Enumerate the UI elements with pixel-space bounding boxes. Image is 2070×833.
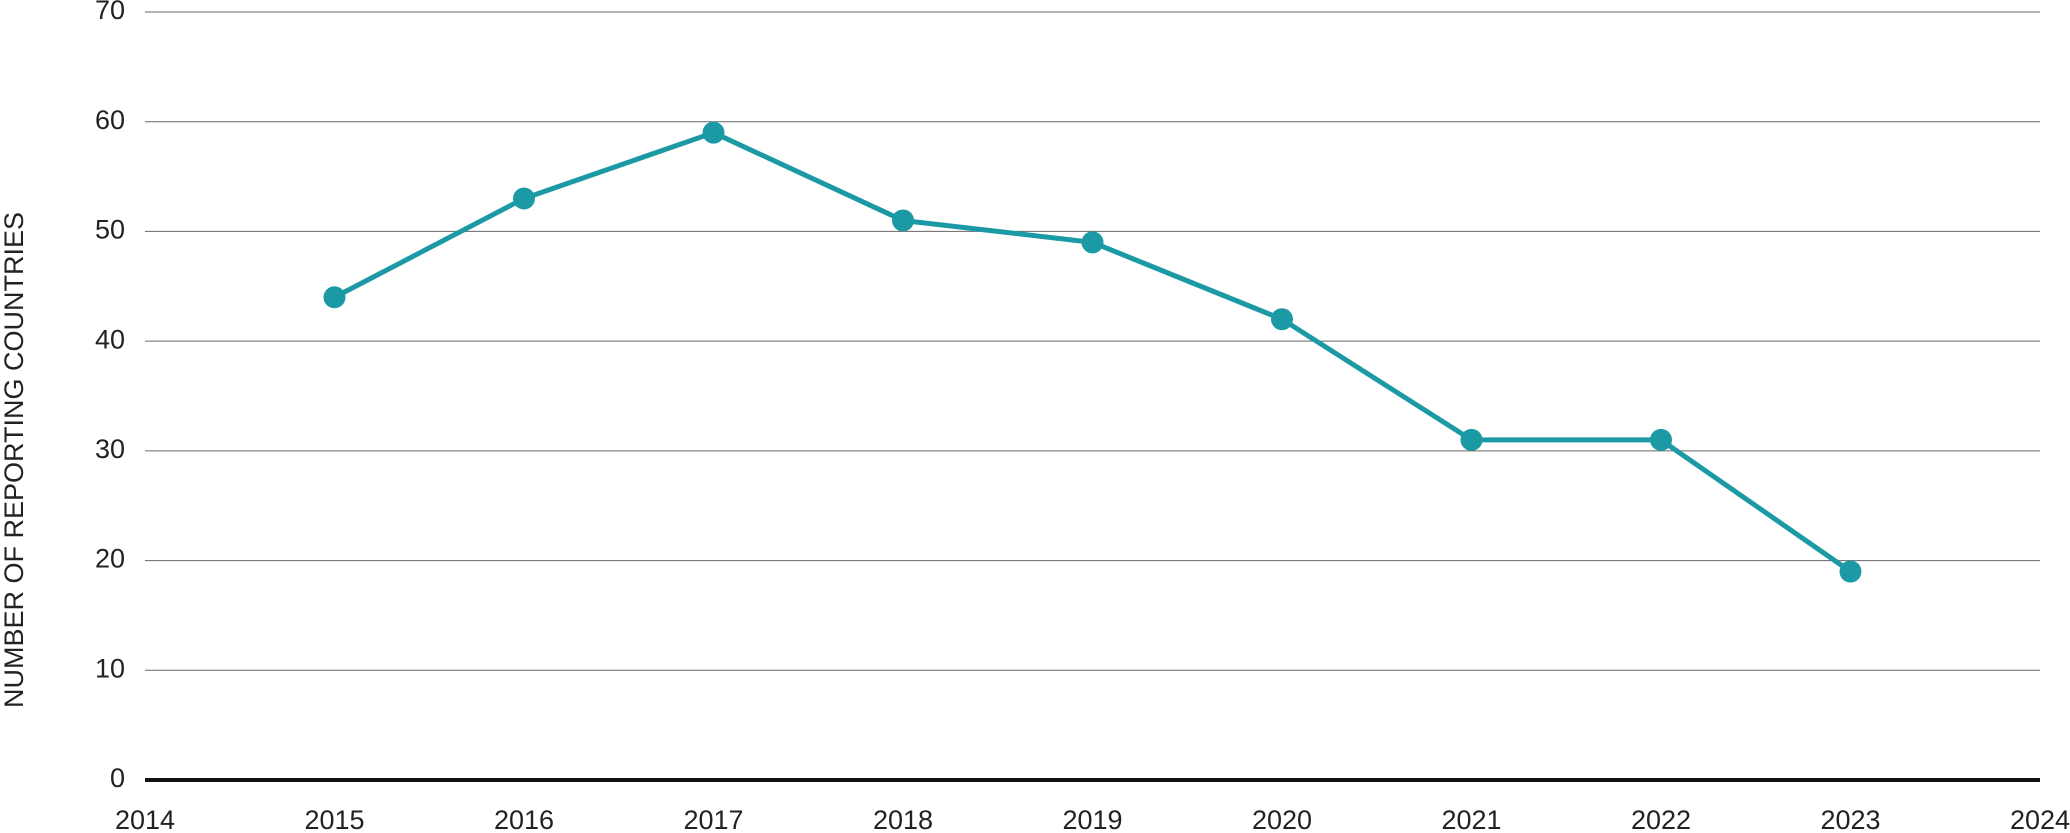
x-tick-label: 2018 (873, 805, 933, 833)
y-tick-label: 0 (110, 763, 125, 793)
y-tick-label: 10 (95, 653, 125, 683)
y-tick-label: 40 (95, 324, 125, 354)
y-tick-label: 70 (95, 0, 125, 25)
y-tick-label: 30 (95, 434, 125, 464)
point (702, 121, 725, 144)
point (1839, 560, 1862, 583)
y-tick-label: 60 (95, 105, 125, 135)
x-tick-label: 2015 (304, 805, 364, 833)
point (513, 187, 535, 210)
x-tick-label: 2021 (1441, 805, 1501, 833)
series-line (333, 130, 1852, 574)
y-tick-label: 20 (95, 544, 125, 574)
point (1081, 231, 1104, 254)
x-tick-label: 2022 (1631, 805, 1691, 833)
x-tick-label: 2016 (494, 805, 554, 833)
x-tick-label: 2023 (1820, 805, 1880, 833)
x-tick-label: 2014 (115, 805, 175, 833)
x-tick-label: 2020 (1252, 805, 1312, 833)
y-tick-label: 50 (95, 215, 125, 245)
point (323, 286, 346, 309)
x-tick-label: 2017 (683, 805, 743, 833)
point (1460, 428, 1483, 451)
x-tick-label: 2024 (2010, 805, 2070, 833)
point (1650, 428, 1672, 451)
point (892, 209, 914, 232)
x-tick-label: 2019 (1062, 805, 1122, 833)
point (1271, 308, 1293, 331)
y-axis-label: NUMBER OF REPORTING COUNTRIES (0, 212, 29, 708)
